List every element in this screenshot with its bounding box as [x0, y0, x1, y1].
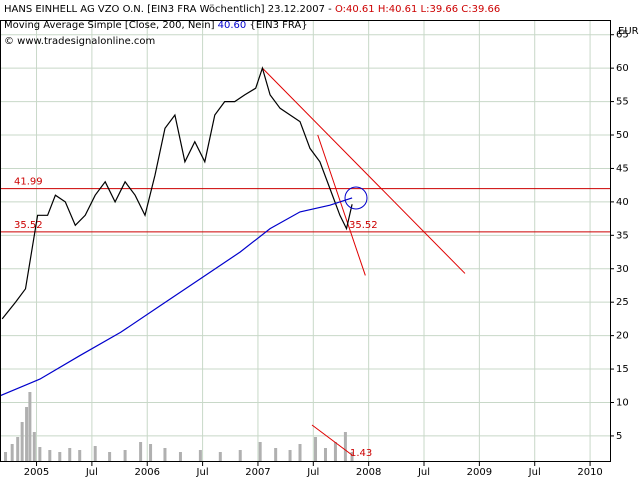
series-line: [0, 197, 353, 397]
volume-bar: [163, 448, 167, 462]
y-tick-label: 60: [616, 63, 629, 74]
y-tick-label: 40: [616, 197, 629, 208]
volume-bar: [48, 450, 52, 462]
volume-bar: [108, 452, 112, 462]
x-tick-label: 2010: [577, 467, 602, 478]
x-tick-label: 2006: [135, 467, 160, 478]
trendline: [262, 67, 466, 274]
currency: EUR: [618, 26, 639, 37]
x-tick-label: 2005: [24, 467, 49, 478]
x-tick-label: Jul: [306, 467, 319, 478]
copyright: © www.tradesignalonline.com: [4, 36, 155, 47]
volume-bar: [314, 437, 318, 462]
volume-bar: [258, 442, 262, 462]
y-tick-label: 20: [616, 331, 629, 342]
volume-trendline: [311, 424, 353, 456]
y-tick-label: 45: [616, 163, 629, 174]
instrument: HANS EINHELL AG VZO O.N. [EIN3 FRA Wöche…: [4, 4, 332, 15]
volume-bar: [16, 437, 20, 462]
header-line-1: HANS EINHELL AG VZO O.N. [EIN3 FRA Wöche…: [4, 4, 500, 15]
x-tick-label: 2008: [356, 467, 381, 478]
level-label: 41.99: [14, 177, 43, 188]
y-tick-label: 25: [616, 297, 629, 308]
volume-bar: [298, 444, 302, 462]
volume-bar: [58, 452, 62, 462]
volume-annotation: 1.43: [350, 448, 372, 459]
header-line-2: Moving Average Simple [Close, 200, Nein]…: [4, 20, 308, 31]
indicator-suffix: {EIN3 FRA}: [249, 20, 307, 31]
volume-bar: [350, 452, 354, 462]
volume-bar: [4, 452, 8, 462]
y-tick-label: 65: [616, 30, 629, 41]
plot-border: [0, 20, 611, 462]
volume-bar: [32, 432, 36, 462]
level-label: 35.52: [349, 220, 378, 231]
volume-bar: [238, 450, 242, 462]
x-tick-label: 2007: [245, 467, 270, 478]
volume-bar: [218, 452, 222, 462]
y-tick-label: 35: [616, 230, 629, 241]
x-tick-label: Jul: [528, 467, 541, 478]
x-tick-label: Jul: [196, 467, 209, 478]
volume-bar: [20, 422, 24, 462]
volume-bar: [178, 452, 182, 462]
indicator: Moving Average Simple [Close, 200, Nein]: [4, 20, 215, 31]
indicator-value: 40.60: [218, 20, 247, 31]
volume-bar: [323, 448, 327, 462]
volume-bar: [93, 446, 97, 462]
volume-bar: [198, 450, 202, 462]
volume-bar: [123, 450, 127, 462]
volume-bar: [139, 442, 143, 462]
volume-bar: [274, 448, 278, 462]
highlight-circle: [344, 186, 368, 210]
series-line: [1, 66, 353, 320]
y-tick-label: 30: [616, 264, 629, 275]
volume-bar: [343, 432, 347, 462]
y-tick-label: 15: [616, 364, 629, 375]
volume-bar: [25, 407, 29, 462]
volume-bar: [28, 392, 32, 462]
level-label: 35.52: [14, 220, 43, 231]
y-tick-label: 50: [616, 130, 629, 141]
x-tick-label: Jul: [85, 467, 98, 478]
y-tick-label: 5: [616, 431, 622, 442]
volume-bar: [288, 450, 292, 462]
y-tick-label: 10: [616, 397, 629, 408]
volume-bar: [10, 444, 14, 462]
volume-bar: [333, 442, 337, 462]
ohlc: O:40.61 H:40.61 L:39.66 C:39.66: [335, 4, 500, 15]
volume-bar: [38, 447, 42, 462]
y-tick-label: 55: [616, 97, 629, 108]
volume-bar: [149, 444, 153, 462]
volume-bar: [68, 448, 72, 462]
trendline: [317, 134, 366, 276]
volume-bar: [78, 450, 82, 462]
x-tick-label: 2009: [467, 467, 492, 478]
x-tick-label: Jul: [417, 467, 430, 478]
